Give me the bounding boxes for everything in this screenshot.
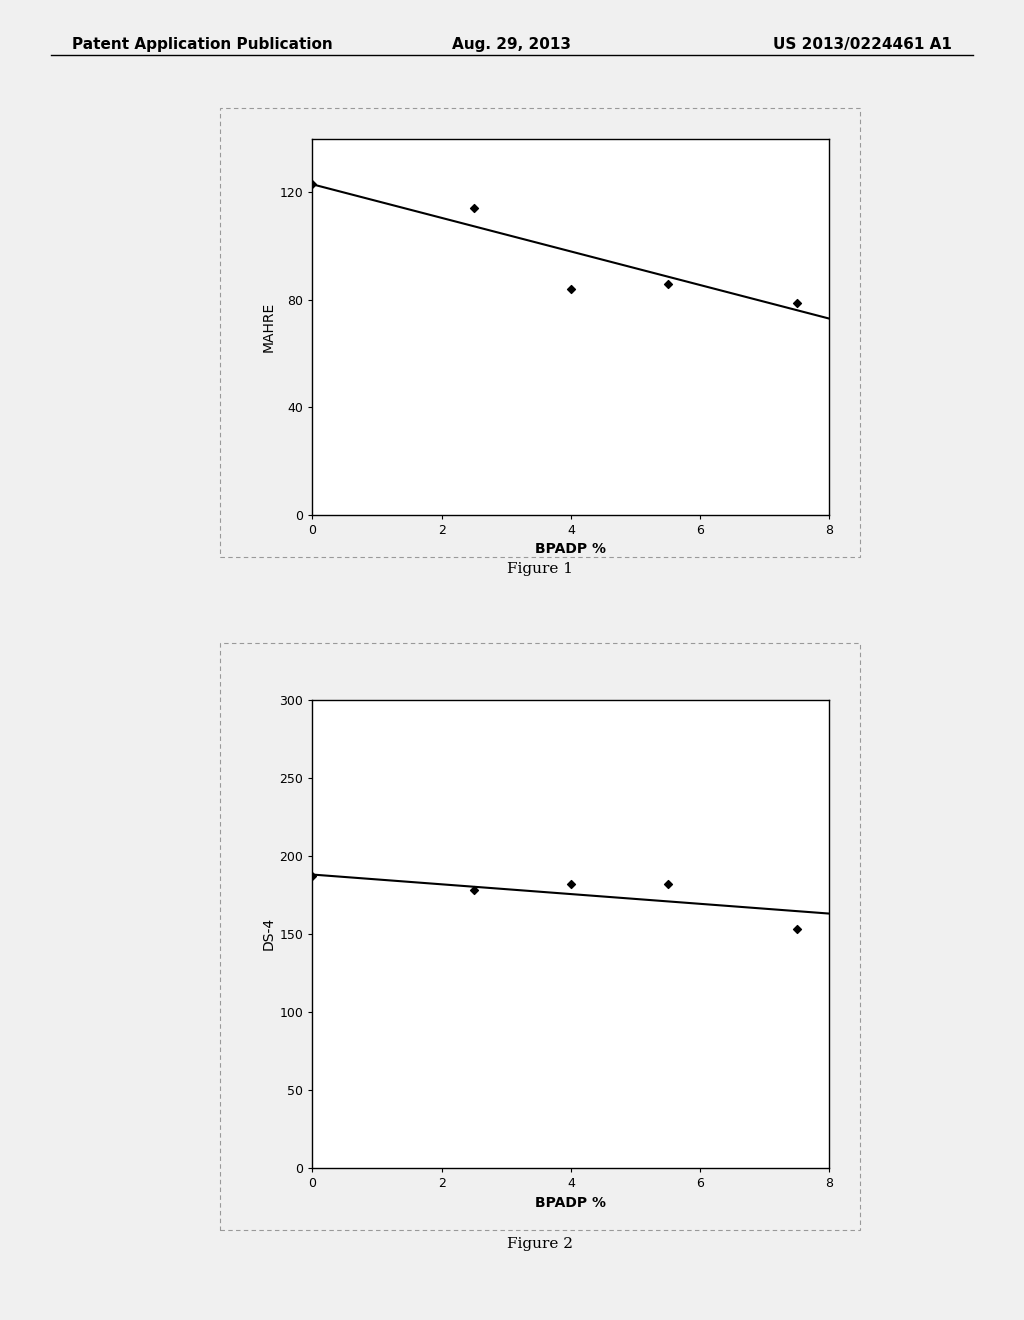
Y-axis label: DS-4: DS-4 [261,917,275,950]
Text: Figure 2: Figure 2 [507,1237,572,1251]
X-axis label: BPADP %: BPADP % [536,1196,606,1210]
Point [659,273,676,294]
Text: Patent Application Publication: Patent Application Publication [72,37,333,51]
Point [304,174,321,195]
Y-axis label: MAHRE: MAHRE [261,301,275,352]
Point [563,279,580,300]
Point [304,866,321,887]
Text: Figure 1: Figure 1 [507,562,572,577]
X-axis label: BPADP %: BPADP % [536,543,606,557]
Text: Aug. 29, 2013: Aug. 29, 2013 [453,37,571,51]
Text: US 2013/0224461 A1: US 2013/0224461 A1 [773,37,952,51]
Point [788,292,805,313]
Point [466,879,482,900]
Point [466,198,482,219]
Point [659,874,676,895]
Point [788,919,805,940]
Point [563,874,580,895]
